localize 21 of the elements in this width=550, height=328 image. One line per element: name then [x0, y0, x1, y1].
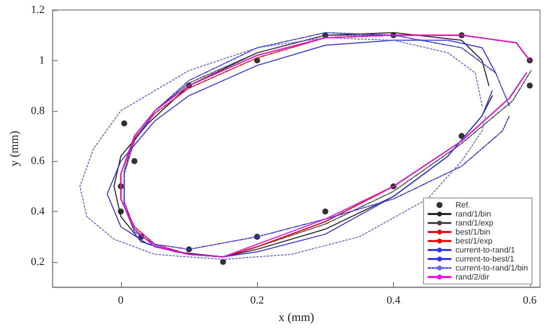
legend-label: rand/2/dir	[456, 272, 490, 282]
y-tick-label: 0.6	[30, 155, 46, 168]
y-tick-label: 1	[39, 54, 45, 66]
y-tick-label: 1.2	[30, 4, 45, 16]
x-tick-label: 0	[118, 294, 124, 307]
legend-label: current-to-rand/1/bin	[456, 264, 528, 272]
legend-label: Ref.	[456, 200, 470, 210]
y-tick-label: 0.2	[30, 256, 45, 268]
x-tick-label: 0.4	[386, 294, 401, 307]
y-tick-label: 0.8	[30, 104, 46, 117]
x-tick-label: 0.2	[250, 294, 264, 307]
legend-label: best/1/exp	[456, 236, 493, 246]
x-axis-title: x (mm)	[278, 310, 314, 324]
legend-label: current-to-rand/1	[456, 246, 516, 254]
x-tick-label: 0.6	[522, 294, 538, 307]
legend-label: rand/1/bin	[456, 210, 492, 218]
y-tick-label: 0.4	[30, 206, 46, 218]
y-axis-title: y (mm)	[7, 130, 21, 166]
legend-label: current-to-best/1	[456, 254, 515, 264]
legend-label: rand/1/exp	[456, 218, 494, 228]
legend-label: best/1/bin	[456, 228, 490, 236]
